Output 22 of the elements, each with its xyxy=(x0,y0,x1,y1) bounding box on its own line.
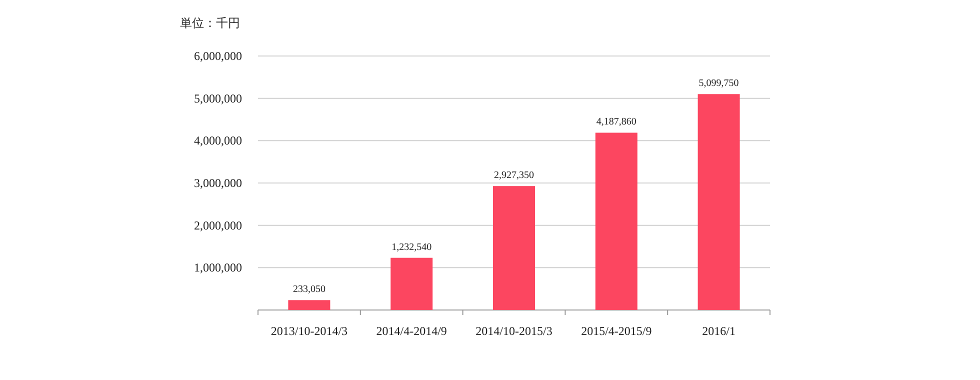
y-tick-label: 1,000,000 xyxy=(194,260,242,275)
x-tick-label: 2014/4-2014/9 xyxy=(376,324,447,338)
data-label: 5,099,750 xyxy=(698,78,739,90)
x-tick-label: 2014/10-2015/3 xyxy=(476,324,552,338)
data-label: 1,232,540 xyxy=(392,242,432,253)
x-tick-label: 2015/4-2015/9 xyxy=(581,324,652,338)
x-tick-label: 2016/1 xyxy=(702,324,736,338)
y-tick-label: 5,000,000 xyxy=(194,91,242,106)
x-tick-label: 2013/10-2014/3 xyxy=(270,324,348,338)
y-tick-label: 4,000,000 xyxy=(194,134,242,148)
bar xyxy=(288,300,330,310)
bar xyxy=(595,132,638,310)
data-label: 4,187,860 xyxy=(596,116,636,128)
bar xyxy=(390,258,433,310)
y-tick-label: 3,000,000 xyxy=(194,176,242,190)
y-tick-label: 2,000,000 xyxy=(194,218,242,232)
bar xyxy=(698,94,740,310)
y-tick-label: 6,000,000 xyxy=(194,49,242,63)
data-label: 233,050 xyxy=(292,284,326,296)
bar xyxy=(493,186,535,310)
text: 単位：千円 xyxy=(180,16,240,30)
data-label: 2,927,350 xyxy=(494,170,534,182)
